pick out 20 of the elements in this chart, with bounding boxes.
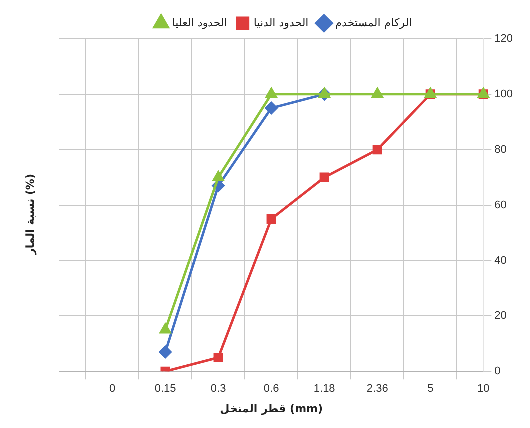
y-tick-label: 60 bbox=[494, 199, 507, 212]
x-tick-label: 10 bbox=[478, 383, 490, 396]
y-tick-label: 40 bbox=[494, 254, 507, 267]
y-tick-label: 80 bbox=[494, 144, 507, 156]
x-tick-label: 0.6 bbox=[264, 383, 280, 396]
legend-label: الحدود الدنيا bbox=[254, 16, 309, 30]
x-tick-label: 5 bbox=[428, 383, 434, 396]
y-tick-label: 20 bbox=[494, 310, 507, 322]
y-tick-label: 120 bbox=[494, 33, 514, 46]
x-tick-label: 0.15 bbox=[154, 383, 176, 396]
x-tick-label: 2.36 bbox=[366, 383, 388, 396]
legend-label: الركام المستخدم bbox=[335, 16, 412, 30]
legend-label: الحدود العليا bbox=[172, 16, 228, 30]
y-tick-label: 100 bbox=[494, 88, 514, 100]
y-tick-label: 0 bbox=[494, 366, 501, 378]
x-tick-label: 0 bbox=[109, 383, 116, 396]
x-tick-label: 0.3 bbox=[210, 383, 226, 396]
y-axis-title: نسبة المار (%) bbox=[24, 174, 36, 254]
x-tick-label: 1.18 bbox=[314, 383, 336, 396]
x-axis-title: قطر المنخل (mm) bbox=[220, 402, 324, 416]
